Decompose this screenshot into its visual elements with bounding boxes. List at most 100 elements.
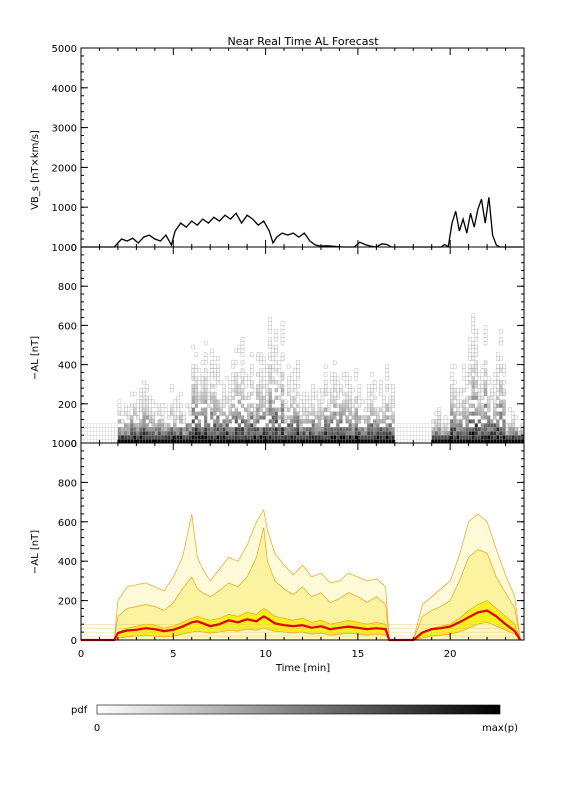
pdf-cell bbox=[259, 368, 263, 373]
pdf-cell bbox=[148, 431, 152, 436]
pdf-cell bbox=[434, 419, 439, 424]
pdf-cell bbox=[87, 438, 91, 444]
pdf-cell bbox=[240, 360, 245, 365]
pdf-cell bbox=[382, 395, 386, 401]
pdf-cell bbox=[160, 411, 165, 416]
pdf-cell bbox=[182, 419, 186, 424]
pdf-cell bbox=[105, 427, 109, 432]
pdf-cell bbox=[453, 435, 457, 440]
pdf-cell bbox=[280, 325, 285, 330]
pdf-cell bbox=[323, 431, 328, 436]
pdf-cell bbox=[142, 427, 146, 432]
pdf-cell bbox=[450, 364, 454, 369]
pdf-cell bbox=[176, 427, 180, 432]
pdf-cell bbox=[511, 435, 515, 440]
pdf-cell bbox=[216, 438, 220, 444]
pdf-cell bbox=[210, 407, 214, 412]
pdf-cell bbox=[200, 384, 205, 389]
pdf-cell bbox=[210, 368, 214, 373]
pdf-cell bbox=[280, 415, 285, 420]
pdf-cell bbox=[237, 423, 242, 428]
pdf-cell bbox=[173, 431, 177, 436]
pdf-cell bbox=[450, 399, 454, 404]
pdf-cell bbox=[268, 380, 272, 385]
pdf-cell bbox=[354, 372, 359, 377]
pdf-cell bbox=[296, 368, 300, 373]
y-tick-label: 800 bbox=[58, 478, 77, 489]
pdf-cell bbox=[480, 380, 485, 385]
pdf-cell bbox=[250, 415, 254, 420]
pdf-cell bbox=[246, 427, 251, 432]
pdf-cell bbox=[474, 431, 479, 436]
pdf-cell bbox=[219, 380, 223, 385]
pdf-cell bbox=[290, 427, 294, 432]
pdf-cell bbox=[234, 415, 239, 420]
pdf-cell bbox=[139, 387, 143, 393]
pdf-cell bbox=[277, 431, 282, 436]
pdf-cell bbox=[385, 368, 389, 373]
pdf-cell bbox=[293, 380, 297, 385]
pdf-cell bbox=[179, 438, 183, 444]
pdf-cell bbox=[219, 423, 223, 428]
pdf-cell bbox=[142, 407, 146, 412]
pdf-cell bbox=[437, 423, 442, 428]
pdf-cell bbox=[305, 395, 309, 401]
pdf-cell bbox=[259, 431, 263, 436]
pdf-cell bbox=[250, 411, 254, 416]
pdf-cell bbox=[311, 387, 315, 393]
pdf-cell bbox=[385, 431, 389, 436]
pdf-cell bbox=[317, 419, 322, 424]
pdf-cell bbox=[345, 395, 349, 401]
pdf-cell bbox=[200, 435, 205, 440]
pdf-cell bbox=[188, 411, 192, 416]
pdf-cell bbox=[410, 431, 414, 436]
pdf-cell bbox=[130, 427, 134, 432]
pdf-cell bbox=[259, 387, 263, 393]
pdf-cell bbox=[450, 431, 454, 436]
pdf-cell bbox=[290, 431, 294, 436]
pdf-cell bbox=[243, 384, 248, 389]
pdf-cell bbox=[502, 407, 506, 412]
pdf-cell bbox=[120, 431, 125, 436]
pdf-cell bbox=[213, 364, 217, 369]
pdf-cell bbox=[145, 407, 149, 412]
pdf-cell bbox=[480, 403, 485, 408]
pdf-cell bbox=[96, 435, 100, 440]
pdf-cell bbox=[268, 431, 272, 436]
pdf-cell bbox=[493, 380, 497, 385]
pdf-cell bbox=[499, 380, 503, 385]
pdf-cell bbox=[90, 423, 94, 428]
pdf-cell bbox=[450, 376, 454, 381]
pdf-cell bbox=[468, 368, 472, 373]
pdf-cell bbox=[126, 431, 131, 436]
pdf-cell bbox=[246, 395, 251, 401]
pdf-cell bbox=[271, 364, 275, 369]
pdf-cell bbox=[348, 438, 352, 444]
pdf-cell bbox=[136, 399, 140, 404]
x-tick-label: 10 bbox=[259, 649, 272, 660]
pdf-cell bbox=[271, 344, 275, 350]
pdf-cell bbox=[496, 438, 500, 444]
pdf-cell bbox=[93, 438, 97, 444]
pdf-cell bbox=[471, 329, 475, 334]
pdf-cell bbox=[228, 431, 232, 436]
pdf-cell bbox=[274, 380, 279, 385]
pdf-cell bbox=[136, 431, 140, 436]
pdf-cell bbox=[416, 438, 420, 444]
pdf-cell bbox=[145, 399, 149, 404]
pdf-cell bbox=[496, 419, 500, 424]
pdf-cell bbox=[486, 403, 491, 408]
pdf-cell bbox=[210, 391, 214, 397]
pdf-cell bbox=[480, 438, 485, 444]
pdf-cell bbox=[182, 435, 186, 440]
pdf-cell bbox=[194, 403, 199, 408]
pdf-cell bbox=[228, 435, 232, 440]
pdf-cell bbox=[480, 427, 485, 432]
pdf-cell bbox=[351, 415, 355, 420]
pdf-cell bbox=[320, 399, 325, 404]
y-tick-label: 600 bbox=[58, 518, 77, 529]
pdf-cell bbox=[296, 435, 300, 440]
pdf-cell bbox=[317, 415, 322, 420]
pdf-cell bbox=[274, 427, 279, 432]
pdf-cell bbox=[157, 411, 162, 416]
